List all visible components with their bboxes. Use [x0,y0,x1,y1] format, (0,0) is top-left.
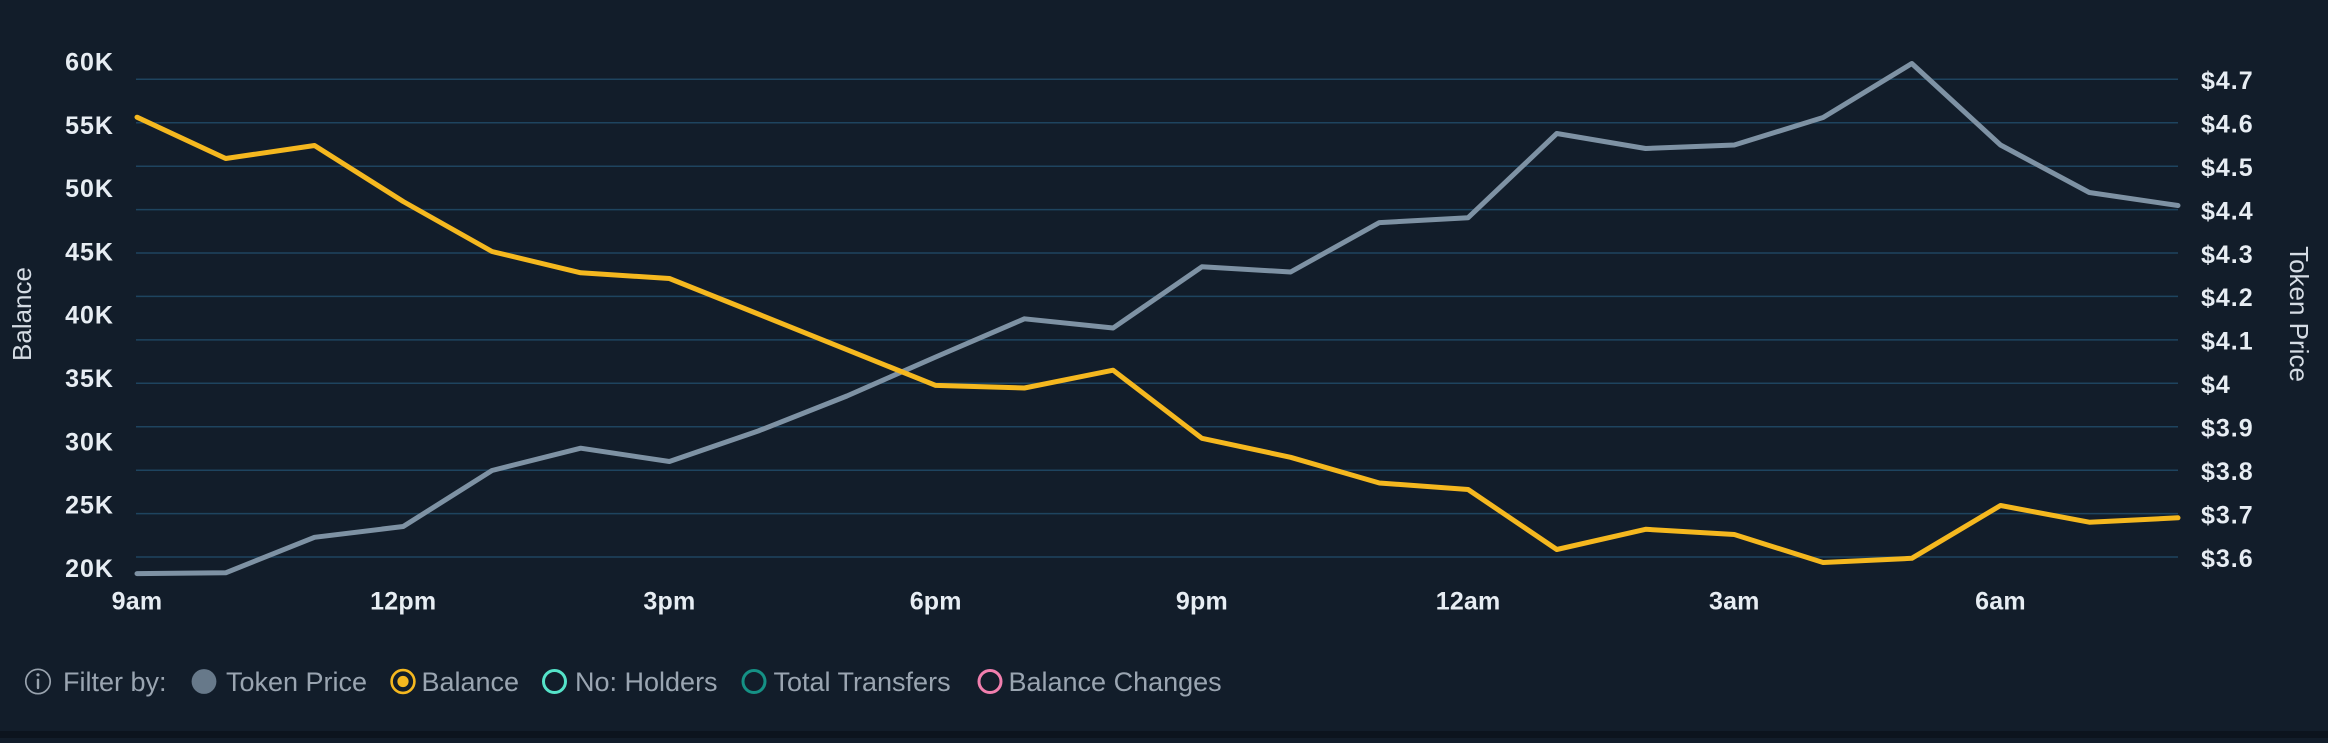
svg-text:6pm: 6pm [910,588,962,616]
svg-text:20K: 20K [65,555,114,583]
svg-text:25K: 25K [65,492,114,520]
svg-text:35K: 35K [65,365,114,393]
svg-text:$4: $4 [2201,371,2231,399]
svg-text:9pm: 9pm [1176,588,1228,616]
svg-text:45K: 45K [65,238,114,266]
svg-text:$4.7: $4.7 [2201,67,2254,95]
svg-text:$3.7: $3.7 [2201,501,2254,529]
svg-text:12am: 12am [1436,588,1501,616]
svg-text:3am: 3am [1709,588,1760,616]
svg-text:$3.6: $3.6 [2201,545,2254,573]
svg-text:9am: 9am [112,588,163,616]
svg-text:6am: 6am [1975,588,2026,616]
svg-text:Balance: Balance [7,267,37,361]
svg-text:12pm: 12pm [370,588,436,616]
svg-text:$3.8: $3.8 [2201,458,2254,486]
svg-text:$4.1: $4.1 [2201,328,2254,356]
svg-text:50K: 50K [65,175,114,203]
svg-text:$4.6: $4.6 [2201,111,2254,139]
svg-text:Filter by:: Filter by: [63,667,167,697]
svg-text:Token Price: Token Price [226,667,367,697]
svg-text:$3.9: $3.9 [2201,415,2254,443]
svg-text:No: Holders: No: Holders [575,667,718,697]
svg-text:Balance Changes: Balance Changes [1009,667,1222,697]
svg-text:55K: 55K [65,112,114,140]
svg-text:$4.4: $4.4 [2201,197,2254,225]
svg-text:30K: 30K [65,428,114,456]
svg-text:$4.3: $4.3 [2201,241,2254,269]
svg-text:40K: 40K [65,302,114,330]
svg-text:Token Price: Token Price [2284,246,2314,382]
svg-text:60K: 60K [65,49,114,77]
svg-text:$4.5: $4.5 [2201,154,2254,182]
svg-text:Total Transfers: Total Transfers [774,667,951,697]
svg-text:$4.2: $4.2 [2201,284,2254,312]
svg-text:3pm: 3pm [643,588,695,616]
svg-text:Balance: Balance [422,667,520,697]
